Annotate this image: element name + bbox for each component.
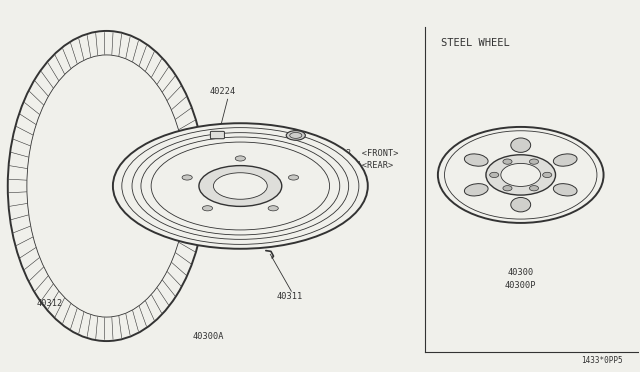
Text: 40300
40300P(SPARE TIRE): 40300 40300P(SPARE TIRE) <box>173 183 268 205</box>
Ellipse shape <box>554 184 577 196</box>
Ellipse shape <box>511 198 531 212</box>
Circle shape <box>501 163 541 186</box>
Circle shape <box>543 172 552 177</box>
Text: 40224: 40224 <box>210 87 236 96</box>
Circle shape <box>438 127 604 223</box>
Circle shape <box>486 155 556 195</box>
Ellipse shape <box>213 173 268 199</box>
Ellipse shape <box>465 154 488 166</box>
Circle shape <box>490 172 499 177</box>
Ellipse shape <box>236 156 246 161</box>
FancyBboxPatch shape <box>211 131 225 139</box>
Text: 40343  <FRONT>
40343+A<REAR>: 40343 <FRONT> 40343+A<REAR> <box>325 149 399 170</box>
Text: 40312: 40312 <box>36 299 63 308</box>
Ellipse shape <box>27 55 186 317</box>
Circle shape <box>503 159 512 164</box>
Text: 1433*0PP5: 1433*0PP5 <box>581 356 623 365</box>
Circle shape <box>529 159 538 164</box>
Text: 40300
40300P: 40300 40300P <box>505 268 536 289</box>
Ellipse shape <box>289 175 299 180</box>
Ellipse shape <box>202 206 212 211</box>
Text: 40311: 40311 <box>276 292 303 301</box>
Ellipse shape <box>554 154 577 166</box>
Ellipse shape <box>465 184 488 196</box>
Ellipse shape <box>286 131 305 140</box>
Text: 40300A: 40300A <box>193 332 224 341</box>
Ellipse shape <box>182 175 192 180</box>
Circle shape <box>529 186 538 191</box>
Ellipse shape <box>113 123 368 249</box>
Ellipse shape <box>511 138 531 153</box>
Text: STEEL WHEEL: STEEL WHEEL <box>441 38 510 48</box>
Circle shape <box>503 186 512 191</box>
Ellipse shape <box>268 206 278 211</box>
Ellipse shape <box>199 166 282 206</box>
